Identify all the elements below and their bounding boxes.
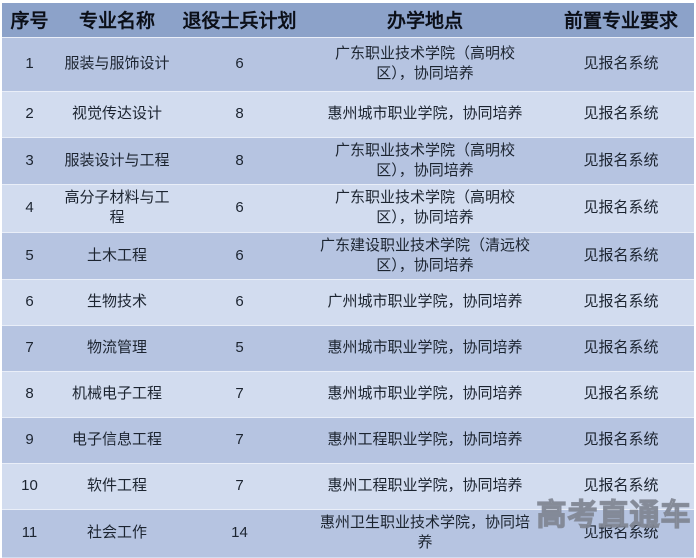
cell-location: 广东建设职业技术学院（清远校区），协同培养 — [319, 236, 530, 274]
cell-index: 11 — [21, 524, 38, 542]
cell-location: 惠州城市职业学院，协同培养 — [327, 104, 523, 122]
cell-prerequisite: 见报名系统 — [583, 293, 659, 311]
cell-prerequisite: 见报名系统 — [583, 199, 659, 217]
cell-major-name: 社会工作 — [86, 524, 147, 542]
cell-index: 1 — [25, 54, 34, 72]
cell-veteran-plan: 6 — [235, 199, 244, 217]
header-row: 序号 专业名称 退役士兵计划 办学地点 前置专业要求 — [2, 3, 694, 37]
cell-index: 8 — [25, 385, 34, 403]
cell-veteran-plan: 8 — [235, 151, 244, 169]
cell-major-name: 机械电子工程 — [71, 385, 162, 403]
cell-veteran-plan: 6 — [235, 246, 244, 264]
table-row: 11 社会工作 14 惠州卫生职业技术学院，协同培养 见报名系统 — [2, 509, 694, 557]
cell-major-name: 生物技术 — [86, 293, 147, 311]
col-header-veteran-plan: 退役士兵计划 — [182, 11, 297, 33]
cell-prerequisite: 见报名系统 — [583, 54, 659, 72]
cell-major-name: 土木工程 — [86, 246, 147, 264]
cell-location: 惠州工程职业学院，协同培养 — [327, 477, 523, 495]
admissions-table-page: 序号 专业名称 退役士兵计划 办学地点 前置专业要求 1 服装与服饰设计 6 广… — [0, 3, 696, 558]
table-row: 4 高分子材料与工程 6 广东职业技术学院（高明校区），协同培养 见报名系统 — [2, 184, 694, 232]
cell-index: 5 — [25, 246, 34, 264]
cell-prerequisite: 见报名系统 — [583, 104, 659, 122]
cell-major-name: 软件工程 — [86, 477, 147, 495]
cell-index: 3 — [25, 151, 34, 169]
cell-location: 广东职业技术学院（高明校区），协同培养 — [334, 141, 515, 179]
cell-major-name: 服装与服饰设计 — [64, 54, 170, 72]
cell-veteran-plan: 7 — [235, 385, 244, 403]
col-header-location: 办学地点 — [386, 11, 463, 33]
cell-index: 6 — [25, 293, 34, 311]
cell-major-name: 高分子材料与工程 — [64, 189, 170, 227]
table-row: 9 电子信息工程 7 惠州工程职业学院，协同培养 见报名系统 — [2, 417, 694, 464]
table-row: 7 物流管理 5 惠州城市职业学院，协同培养 见报名系统 — [2, 325, 694, 372]
cell-prerequisite: 见报名系统 — [583, 477, 659, 495]
table-row: 5 土木工程 6 广东建设职业技术学院（清远校区），协同培养 见报名系统 — [2, 232, 694, 280]
cell-prerequisite: 见报名系统 — [583, 339, 659, 357]
col-header-major: 专业名称 — [78, 11, 155, 33]
col-header-prerequisite: 前置专业要求 — [563, 11, 678, 33]
cell-location: 广东职业技术学院（高明校区），协同培养 — [334, 189, 515, 227]
table-row: 6 生物技术 6 广州城市职业学院，协同培养 见报名系统 — [2, 279, 694, 326]
cell-veteran-plan: 7 — [235, 477, 244, 495]
cell-major-name: 电子信息工程 — [71, 431, 162, 449]
veteran-majors-table: 序号 专业名称 退役士兵计划 办学地点 前置专业要求 1 服装与服饰设计 6 广… — [2, 3, 694, 557]
cell-index: 2 — [25, 104, 34, 122]
table-row: 1 服装与服饰设计 6 广东职业技术学院（高明校区），协同培养 见报名系统 — [2, 37, 694, 91]
cell-prerequisite: 见报名系统 — [583, 385, 659, 403]
cell-location: 惠州卫生职业技术学院，协同培养 — [319, 514, 530, 552]
cell-prerequisite: 见报名系统 — [583, 524, 659, 542]
table-row: 3 服装设计与工程 8 广东职业技术学院（高明校区），协同培养 见报名系统 — [2, 137, 694, 185]
cell-prerequisite: 见报名系统 — [583, 246, 659, 264]
cell-location: 广州城市职业学院，协同培养 — [327, 293, 523, 311]
cell-veteran-plan: 6 — [235, 293, 244, 311]
cell-veteran-plan: 5 — [235, 339, 244, 357]
cell-location: 惠州工程职业学院，协同培养 — [327, 431, 523, 449]
table-row: 10 软件工程 7 惠州工程职业学院，协同培养 见报名系统 — [2, 463, 694, 510]
cell-index: 4 — [25, 199, 34, 217]
cell-veteran-plan: 7 — [235, 431, 244, 449]
cell-major-name: 服装设计与工程 — [64, 151, 170, 169]
cell-index: 9 — [25, 431, 34, 449]
cell-veteran-plan: 6 — [235, 54, 244, 72]
cell-location: 惠州城市职业学院，协同培养 — [327, 339, 523, 357]
cell-veteran-plan: 14 — [231, 524, 248, 542]
cell-location: 广东职业技术学院（高明校区），协同培养 — [334, 44, 515, 82]
cell-location: 惠州城市职业学院，协同培养 — [327, 385, 523, 403]
cell-prerequisite: 见报名系统 — [583, 151, 659, 169]
col-header-index: 序号 — [10, 11, 49, 33]
cell-prerequisite: 见报名系统 — [583, 431, 659, 449]
table-bottom-strip — [2, 556, 694, 558]
cell-index: 10 — [21, 477, 38, 495]
cell-index: 7 — [25, 339, 34, 357]
table-row: 8 机械电子工程 7 惠州城市职业学院，协同培养 见报名系统 — [2, 371, 694, 418]
cell-veteran-plan: 8 — [235, 104, 244, 122]
cell-major-name: 视觉传达设计 — [71, 104, 162, 122]
cell-major-name: 物流管理 — [86, 339, 147, 357]
table-row: 2 视觉传达设计 8 惠州城市职业学院，协同培养 见报名系统 — [2, 91, 694, 137]
